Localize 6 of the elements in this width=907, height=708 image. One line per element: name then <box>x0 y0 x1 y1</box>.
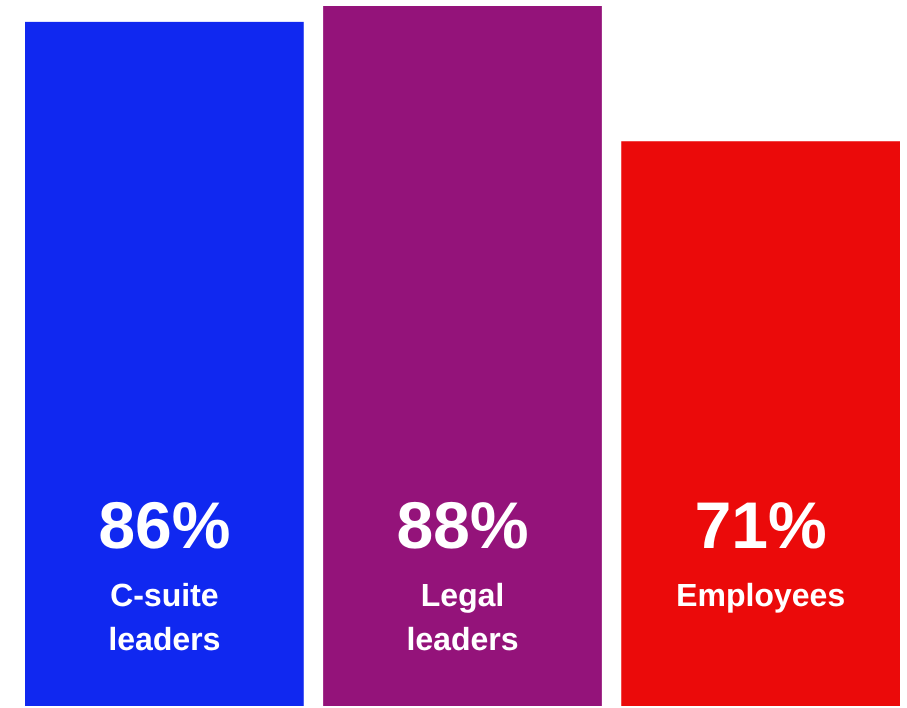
data-label: 71% <box>694 488 827 562</box>
data-label: 86% <box>98 488 230 562</box>
data-label: 88% <box>396 488 529 562</box>
x-tick-label: Legal leaders <box>406 577 519 657</box>
x-tick-label: Employees <box>676 577 846 613</box>
x-tick-label: C-suite leaders <box>108 577 220 657</box>
